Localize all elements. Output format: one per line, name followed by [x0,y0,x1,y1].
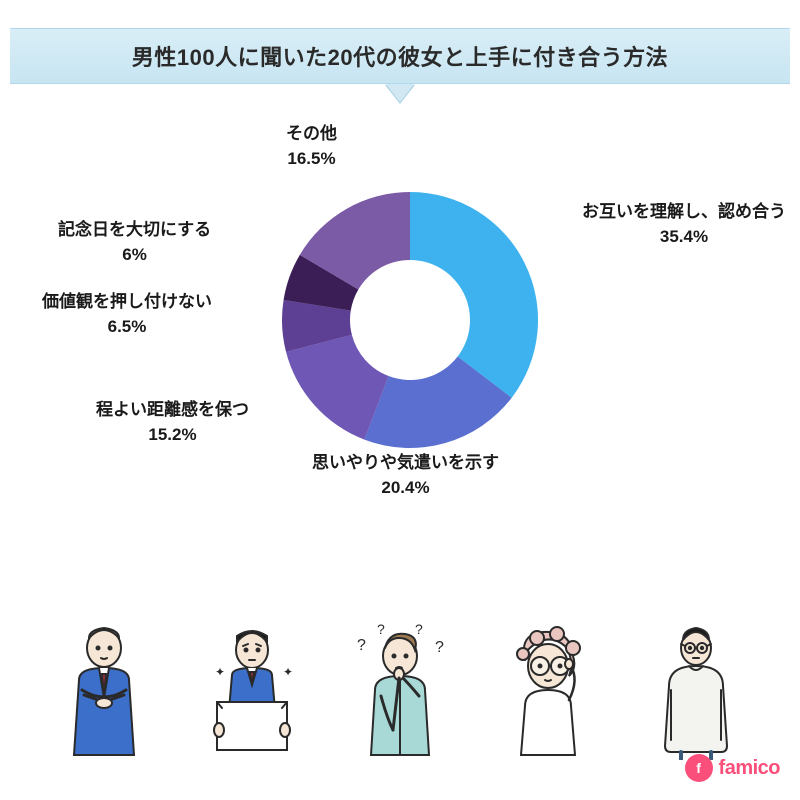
svg-text:?: ? [377,621,385,637]
slice-label-text: 記念日を大切にする [58,220,211,239]
logo-icon: f [685,754,713,782]
slice-label-pct: 6% [122,245,147,264]
title-bar: 男性100人に聞いた20代の彼女と上手に付き合う方法 [10,28,790,84]
slice-label-5: その他 16.5% [286,122,337,171]
slice-label-pct: 16.5% [287,149,335,168]
person-holding-board-icon: ✦ ✦ [197,620,307,760]
slice-label-text: 程よい距離感を保つ [96,400,249,419]
svg-text:?: ? [357,637,366,654]
donut-chart [280,190,540,450]
page-title: 男性100人に聞いた20代の彼女と上手に付き合う方法 [132,40,668,72]
svg-text:✦: ✦ [283,665,293,679]
slice-label-text: お互いを理解し、認め合う [582,202,786,221]
slice-label-pct: 20.4% [381,478,429,497]
title-pointer [386,84,414,102]
svg-text:✦: ✦ [215,665,225,679]
slice-label-3: 価値観を押し付けない 6.5% [42,290,212,339]
logo-icon-letter: f [696,760,701,776]
person-thinking-icon: ? ? ? ? [345,620,455,760]
person-sweater-icon [641,620,751,760]
slice-label-text: 思いやりや気遣いを示す [312,453,499,472]
slice-label-1: 思いやりや気遣いを示す 20.4% [312,451,499,500]
svg-text:?: ? [415,621,423,637]
slice-label-pct: 35.4% [660,227,708,246]
donut-slice [410,192,538,398]
people-illustrations: ✦ ✦ ? ? ? ? [0,610,800,760]
person-businessman-icon [49,620,159,760]
chart-area: お互いを理解し、認め合う 35.4% 思いやりや気遣いを示す 20.4% 程よい… [0,120,800,580]
slice-label-text: 価値観を押し付けない [42,292,212,311]
slice-label-pct: 6.5% [108,317,147,336]
person-glasses-icon [493,620,603,760]
slice-label-4: 記念日を大切にする 6% [58,218,211,267]
logo-text: famico [719,757,780,780]
slice-label-0: お互いを理解し、認め合う 35.4% [582,200,786,249]
slice-label-pct: 15.2% [148,425,196,444]
slice-label-text: その他 [286,124,337,143]
brand-logo: f famico [685,754,780,782]
svg-text:?: ? [435,639,444,656]
slice-label-2: 程よい距離感を保つ 15.2% [96,398,249,447]
